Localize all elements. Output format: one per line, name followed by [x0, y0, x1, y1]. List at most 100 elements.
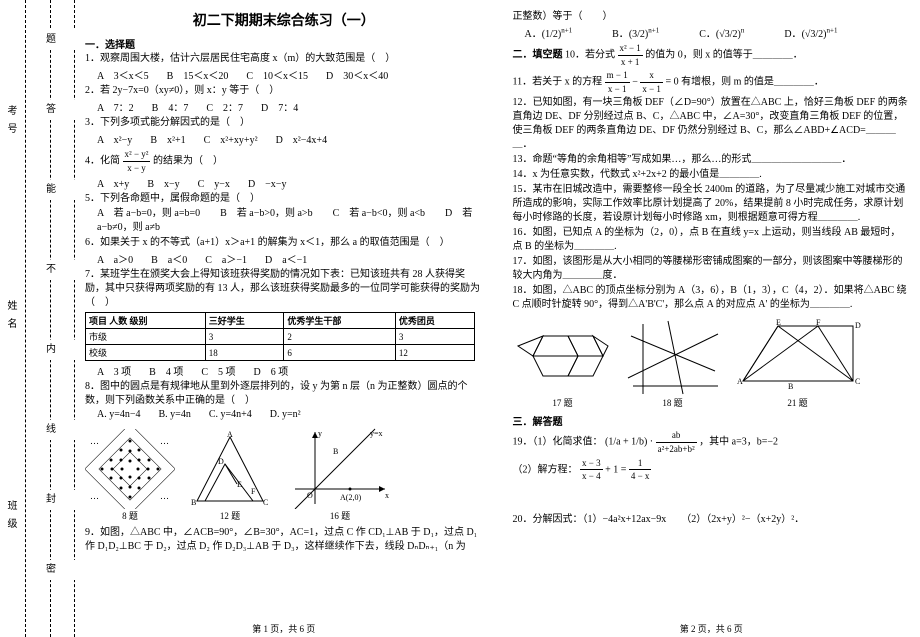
binding-cell-6: 线	[26, 420, 76, 440]
q3-opt-a: A x²−y	[97, 131, 132, 146]
q18: 18．如图，△ABC 的顶点坐标分别为 A（3，6），B（1，3），C（4，2）…	[513, 284, 911, 312]
td: 12	[395, 345, 474, 361]
side-label-class: 班级	[3, 500, 18, 536]
td: 2	[284, 329, 396, 345]
q10-num: x² − 1	[618, 42, 643, 56]
svg-text:x: x	[385, 491, 389, 500]
svg-text:D: D	[855, 321, 861, 330]
q15: 15．某市在旧城改造中，需要整修一段全长 2400m 的道路，为了尽量减少施工对…	[513, 183, 911, 225]
binding-cell-2: 答	[26, 100, 76, 120]
q19-1-n: ab	[656, 429, 697, 443]
svg-text:y: y	[318, 429, 322, 438]
q2-opt-c: C 2：7	[206, 99, 243, 114]
q4-opt-d: D −x−y	[248, 175, 287, 190]
trapezoid-tiling-icon	[513, 316, 613, 396]
svg-text:…: …	[160, 436, 169, 446]
svg-text:C: C	[263, 498, 268, 507]
q2-opt-a: A 7：2	[97, 99, 134, 114]
svg-text:B: B	[333, 447, 338, 456]
section-3-heading: 三．解答题	[513, 413, 911, 428]
table-header-row: 项目 人数 级别 三好学生 优秀学生干部 优秀团员	[86, 313, 475, 329]
q9-stem: 9．如图，△ABC 中，∠ACB=90°，∠B=30°，AC=1，过点 C 作 …	[85, 526, 483, 554]
q11-f1d: x − 1	[605, 83, 630, 96]
q1-opts: A 3＜x＜5 B 15＜x＜20 C 10＜x＜15 D 30＜x＜40	[97, 67, 483, 82]
q1-stem: 1．观察周围大楼，估计六层居民住宅高度 x（m）的大致范围是（ ）	[85, 52, 483, 66]
binding-center-dash	[50, 0, 51, 637]
q4-frac-num: x² − y²	[123, 148, 151, 162]
binding-cell-5: 内	[26, 340, 76, 360]
svg-text:B: B	[788, 382, 793, 391]
q6-stem: 6．如果关于 x 的不等式（a+1）x＞a+1 的解集为 x＜1，那么 a 的取…	[85, 236, 483, 250]
diagram-q21: E F D C A B 21 题	[733, 316, 863, 409]
binding-cell-8: 密	[26, 560, 76, 580]
cap-q21: 21 题	[733, 396, 863, 409]
q19-2: （2）解方程： x − 3 x − 4 + 1 = 1 4 − x	[513, 457, 911, 483]
q4-opt-c: C y−x	[198, 175, 230, 190]
page-2: 正整数）等于（ ） A．(1/2)n+1 B．(3/2)n+1 C．(√3/2)…	[513, 10, 911, 637]
pages: 初二下期期末综合练习（一） 一．选择题 1．观察周围大楼，估计六层居民住宅高度 …	[85, 10, 910, 637]
q4-opts: A x+y B x−y C y−x D −x−y	[97, 175, 483, 190]
q9-cont: 正整数）等于（ ）	[513, 10, 911, 24]
q4-stem: 4．化简 x² − y² x − y 的结果为（ ）	[85, 148, 483, 174]
rotation-diagram-icon	[623, 316, 723, 396]
th-2: 优秀学生干部	[284, 313, 396, 329]
diagram-q17: 17 题	[513, 316, 613, 409]
q6-opt-b: B a＜0	[151, 251, 187, 266]
q8-opt-b: B. y=4n	[159, 409, 191, 420]
diagram-q8: …… …… 8 题	[85, 429, 175, 522]
q2-stem: 2．若 2y−7x=0（xy≠0），则 x：y 等于（ ）	[85, 84, 483, 98]
q11-pre: 11．若关于 x 的方程	[513, 77, 603, 88]
binding-cell-4: 不	[26, 260, 76, 280]
table-row: 校级 18 6 12	[86, 345, 475, 361]
td: 3	[395, 329, 474, 345]
q10-den: x + 1	[618, 56, 643, 69]
q4-frac-den: x − y	[123, 162, 151, 175]
q3-opt-b: B x²+1	[150, 131, 185, 146]
q4-post: 的结果为（ ）	[153, 155, 223, 166]
q4-opt-a: A x+y	[97, 175, 129, 190]
q9-opts: A．(1/2)n+1 B．(3/2)n+1 C．(√3/2)n D．(√3/2)…	[525, 25, 911, 40]
q19-2-f2d: 4 − x	[629, 470, 652, 483]
q19-1-d: a²+2ab+b²	[656, 443, 697, 456]
q9-opt-c: C．(√3/2)n	[699, 25, 744, 40]
q19-2-mid: + 1 =	[605, 464, 629, 475]
dots-diagram-icon: …… ……	[85, 429, 175, 509]
q5-opts: A 若 a−b=0，则 a=b=0 B 若 a−b>0，则 a>b C 若 a−…	[97, 207, 483, 235]
q10-pre: 10．若分式	[565, 49, 615, 60]
svg-text:…: …	[90, 436, 99, 446]
q6-opts: A a＞0 B a＜0 C a＞−1 D a＜−1	[97, 251, 483, 266]
q2-opts: A 7：2 B 4：7 C 2：7 D 7：4	[97, 99, 483, 114]
section-2-heading: 二．填空题	[513, 49, 563, 60]
q4-frac: x² − y² x − y	[123, 148, 151, 174]
table-row: 市级 3 2 3	[86, 329, 475, 345]
svg-text:F: F	[251, 487, 256, 496]
q8-opts: A. y=4n−4 B. y=4n C. y=4n+4 D. y=n²	[97, 409, 483, 420]
q5-stem: 5．下列各命题中，属假命题的是（ ）	[85, 192, 483, 206]
footer-1: 第 1 页，共 6 页	[85, 622, 483, 635]
q11-f1: m − 1 x − 1	[605, 69, 630, 95]
q8-stem: 8．图中的圆点是有规律地从里到外逐层排列的，设 y 为第 n 层（n 为正整数）…	[85, 380, 483, 408]
svg-text:F: F	[816, 318, 821, 327]
q11-f2d: x − 1	[640, 83, 663, 96]
q19-2-f2: 1 4 − x	[629, 457, 652, 483]
q9-opt-b: B．(3/2)n+1	[612, 25, 659, 40]
svg-text:y=x: y=x	[370, 429, 383, 438]
q19-1-a: (1/a + 1/b) ·	[605, 437, 653, 448]
q1-opt-a: A 3＜x＜5	[97, 67, 149, 82]
rectangle-diagram-icon: E F D C A B	[733, 316, 863, 396]
q20: 20．分解因式：（1）−4a²x+12ax−9x （2）（2x+y）²−（x+2…	[513, 513, 911, 527]
q3-opts: A x²−y B x²+1 C x²+xy+y² D x²−4x+4	[97, 131, 483, 146]
td: 3	[205, 329, 284, 345]
binding-strip: 题 答 能 不 内 线 封 密	[25, 0, 75, 637]
q3-opt-c: C x²+xy+y²	[204, 131, 258, 146]
page-1: 初二下期期末综合练习（一） 一．选择题 1．观察周围大楼，估计六层居民住宅高度 …	[85, 10, 483, 637]
q8-opt-c: C. y=4n+4	[209, 409, 252, 420]
q19-2-f1d: x − 4	[580, 470, 603, 483]
doc-title: 初二下期期末综合练习（一）	[85, 10, 483, 30]
section-1-heading: 一．选择题	[85, 36, 483, 51]
q19-2-f1: x − 3 x − 4	[580, 457, 603, 483]
q14: 14．x 为任意实数，代数式 x²+2x+2 的最小值是＿＿＿＿.	[513, 168, 911, 182]
q6-opt-a: A a＞0	[97, 251, 133, 266]
td: 校级	[86, 345, 206, 361]
q8-opt-d: D. y=n²	[270, 409, 301, 420]
